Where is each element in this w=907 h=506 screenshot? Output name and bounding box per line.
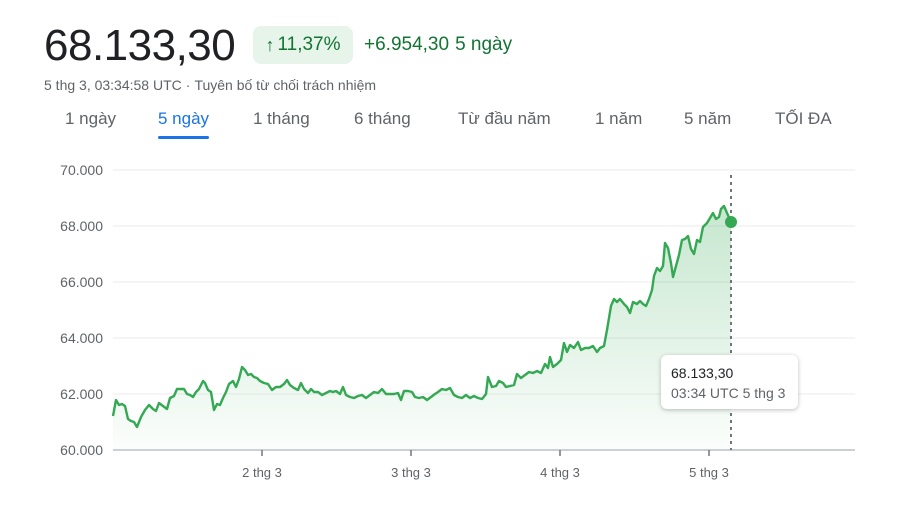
tooltip-time: 03:34 UTC 5 thg 3 xyxy=(671,385,786,401)
tab-5-days[interactable]: 5 ngày xyxy=(158,106,210,139)
change-amount: +6.954,30 xyxy=(364,34,450,55)
x-axis-ticks xyxy=(261,450,710,456)
tab-ytd[interactable]: Từ đầu năm xyxy=(458,109,551,128)
tab-1-year[interactable]: 1 năm xyxy=(595,109,643,128)
y-tick: 70.000 xyxy=(60,162,103,178)
price-area-fill xyxy=(113,206,731,449)
y-tick: 62.000 xyxy=(60,386,103,402)
tab-max[interactable]: TỐI ĐA xyxy=(775,109,832,128)
tab-1-month[interactable]: 1 tháng xyxy=(253,109,310,128)
separator: · xyxy=(185,77,191,93)
price-subtitle: 5 thg 3, 03:34:58 UTC · Tuyên bố từ chối t… xyxy=(44,76,376,94)
percent-change: 11,37% xyxy=(277,34,341,55)
y-tick: 60.000 xyxy=(60,442,103,458)
price-line xyxy=(111,204,733,429)
change-period: 5 ngày xyxy=(455,34,513,55)
y-tick: 64.000 xyxy=(60,330,103,346)
absolute-change: +6.954,30 5 ngày xyxy=(364,33,518,57)
current-price: 68.133,30 xyxy=(44,21,236,70)
x-tick: 4 thg 3 xyxy=(540,465,580,480)
hover-tooltip: 68.133,30 03:34 UTC 5 thg 3 xyxy=(661,355,798,409)
y-tick: 68.000 xyxy=(60,218,103,234)
tab-6-months[interactable]: 6 tháng xyxy=(354,109,411,128)
chart-svg: 70.000 68.000 66.000 64.000 62.000 60.00… xyxy=(60,162,855,480)
time-range-tabs: 1 ngày 5 ngày 1 tháng 6 tháng Từ đầu năm… xyxy=(0,106,907,140)
disclaimer-link[interactable]: Tuyên bố từ chối trách nhiệm xyxy=(194,77,377,93)
y-axis-labels: 70.000 68.000 66.000 64.000 62.000 60.00… xyxy=(60,162,103,458)
x-tick: 2 thg 3 xyxy=(242,465,282,480)
x-tick: 5 thg 3 xyxy=(689,465,729,480)
timestamp: 5 thg 3, 03:34:58 UTC xyxy=(44,77,182,93)
tab-5-years[interactable]: 5 năm xyxy=(684,109,732,128)
x-tick: 3 thg 3 xyxy=(391,465,431,480)
x-axis-labels: 2 thg 3 3 thg 3 4 thg 3 5 thg 3 xyxy=(242,465,729,480)
price-chart[interactable]: 70.000 68.000 66.000 64.000 62.000 60.00… xyxy=(0,150,907,506)
tooltip-value: 68.133,30 xyxy=(671,365,734,381)
y-tick: 66.000 xyxy=(60,274,103,290)
current-point-marker xyxy=(725,216,737,228)
arrow-up-icon: ↑ xyxy=(265,35,275,55)
tab-1-day[interactable]: 1 ngày xyxy=(65,109,117,128)
percent-change-badge: ↑ 11,37% xyxy=(253,26,353,64)
